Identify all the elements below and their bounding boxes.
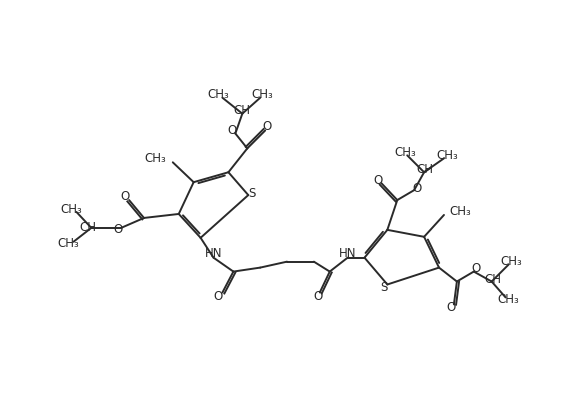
Text: CH: CH bbox=[234, 104, 251, 117]
Text: CH₃: CH₃ bbox=[60, 203, 83, 216]
Text: O: O bbox=[120, 190, 130, 203]
Text: O: O bbox=[214, 290, 223, 303]
Text: CH₃: CH₃ bbox=[498, 293, 519, 306]
Text: S: S bbox=[381, 281, 388, 294]
Text: O: O bbox=[228, 124, 237, 137]
Text: CH₃: CH₃ bbox=[449, 206, 471, 219]
Text: CH: CH bbox=[417, 163, 433, 176]
Text: CH: CH bbox=[484, 273, 501, 286]
Text: O: O bbox=[374, 174, 383, 187]
Text: O: O bbox=[313, 290, 322, 303]
Text: O: O bbox=[263, 120, 272, 133]
Text: CH₃: CH₃ bbox=[252, 88, 273, 101]
Text: HN: HN bbox=[339, 247, 356, 260]
Text: HN: HN bbox=[205, 247, 223, 260]
Text: CH₃: CH₃ bbox=[207, 88, 229, 101]
Text: CH₃: CH₃ bbox=[394, 146, 416, 159]
Text: CH₃: CH₃ bbox=[58, 237, 80, 250]
Text: O: O bbox=[471, 262, 480, 275]
Text: O: O bbox=[113, 224, 123, 236]
Text: O: O bbox=[446, 301, 456, 314]
Text: O: O bbox=[413, 182, 422, 195]
Text: CH: CH bbox=[80, 221, 97, 234]
Text: CH₃: CH₃ bbox=[501, 255, 522, 268]
Text: CH₃: CH₃ bbox=[144, 152, 166, 165]
Text: S: S bbox=[249, 186, 256, 200]
Text: CH₃: CH₃ bbox=[436, 149, 458, 162]
